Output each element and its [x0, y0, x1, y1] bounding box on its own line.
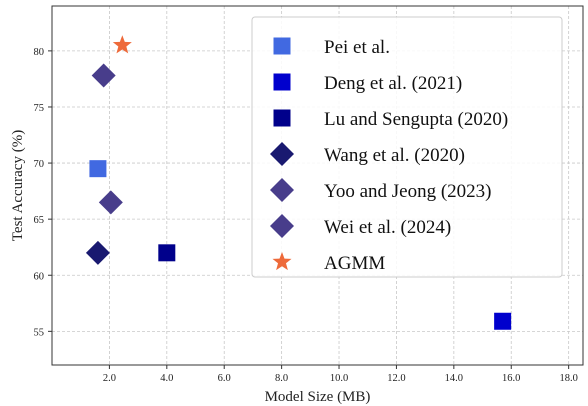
- data-points: [85, 35, 512, 330]
- x-tick-label: 8.0: [275, 373, 288, 384]
- legend-marker-diamond: [270, 178, 294, 202]
- plot-area-frame: [51, 5, 584, 366]
- data-point-diamond: [91, 63, 116, 88]
- data-point-square: [158, 244, 176, 262]
- y-tick-label: 60: [34, 271, 45, 282]
- y-tick-label: 80: [34, 47, 45, 58]
- legend-label: Deng et al. (2021): [324, 73, 462, 94]
- data-point-square: [494, 312, 512, 330]
- x-tick-label: 18.0: [559, 373, 577, 384]
- data-point-diamond: [98, 190, 123, 215]
- legend-label: Yoo and Jeong (2023): [324, 181, 491, 202]
- legend-label: AGMM: [324, 253, 385, 274]
- x-tick-label: 14.0: [445, 373, 463, 384]
- legend-marker-square: [273, 73, 291, 91]
- legend-label: Lu and Sengupta (2020): [324, 109, 508, 130]
- y-tick-label: 75: [34, 103, 45, 114]
- legend-marker-square: [273, 37, 291, 55]
- x-tick-label: 12.0: [387, 373, 405, 384]
- y-axis-label: Test Accuracy (%): [10, 130, 26, 241]
- legend-marker-diamond: [270, 214, 294, 238]
- legend: Pei et al. Deng et al. (2021) Lu and Sengu…: [251, 16, 563, 278]
- x-tick-label: 10.0: [330, 373, 348, 384]
- legend-marker-star: [272, 252, 292, 271]
- x-axis-label: Model Size (MB): [265, 389, 371, 405]
- legend-marker-diamond: [270, 142, 294, 166]
- x-tick-label: 2.0: [103, 373, 116, 384]
- x-tick-label: 16.0: [502, 373, 520, 384]
- axis-ticks: 2.0 4.0 6.0 8.0 10.0 12.0 14.0 16.0 18.0 55 60 65 70…: [34, 47, 578, 384]
- x-tick-label: 4.0: [160, 373, 173, 384]
- data-point-star: [112, 35, 132, 54]
- x-tick-label: 6.0: [218, 373, 231, 384]
- legend-box: [251, 16, 563, 278]
- legend-label: Pei et al.: [324, 37, 390, 58]
- y-tick-label: 65: [34, 215, 45, 226]
- data-point-square: [89, 160, 107, 178]
- legend-label: Wang et al. (2020): [324, 145, 465, 166]
- legend-label: Wei et al. (2024): [324, 217, 451, 238]
- legend-marker-square: [273, 109, 291, 127]
- data-point-diamond: [85, 240, 110, 265]
- y-tick-label: 70: [34, 159, 45, 170]
- y-tick-label: 55: [34, 327, 45, 338]
